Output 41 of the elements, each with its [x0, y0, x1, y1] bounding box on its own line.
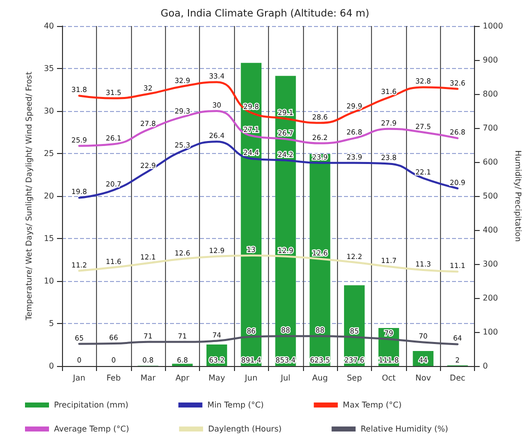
- x-tick-label: Jul: [280, 374, 290, 382]
- x-tick-label: Apr: [175, 374, 190, 382]
- y2-tick-label: 1000: [482, 22, 504, 30]
- x-tick-label: Sep: [346, 374, 362, 382]
- y-axis-title: Temperature/ Wet Days/ Sunlight/ Daylight/ Wind Speed/ Frost: [24, 72, 34, 322]
- y2-tick-label: 200: [482, 294, 498, 302]
- y2-tick-label: 700: [482, 124, 498, 132]
- x-tick-label: Nov: [415, 374, 432, 382]
- y-tick-label: 30: [44, 106, 54, 116]
- y2-tick-label: 600: [482, 158, 498, 166]
- y2-tick-label: 0: [482, 362, 488, 370]
- x-tick-label: Aug: [312, 374, 328, 382]
- x-tick-label: Oct: [382, 374, 396, 382]
- legend-label: Max Temp (°C): [342, 400, 402, 410]
- legend-label: Average Temp (°C): [54, 424, 130, 434]
- legend-label: Min Temp (°C): [207, 400, 264, 410]
- y-tick-label: 40: [44, 22, 54, 30]
- y-tick-label: 5: [48, 319, 54, 328]
- y-tick-label: 25: [44, 149, 54, 158]
- y2-axis-title: Humidity/ Precipitation: [514, 150, 522, 242]
- y2-tick-label: 100: [482, 328, 498, 336]
- x-tick-label: Dec: [450, 374, 466, 382]
- legend-label: Daylength (Hours): [208, 424, 282, 434]
- y2-tick-label: 900: [482, 56, 498, 64]
- y2-tick-label: 800: [482, 90, 498, 98]
- y-tick-label: 10: [44, 276, 54, 286]
- y-tick-label: 20: [44, 192, 54, 200]
- y-tick-label: 15: [44, 234, 54, 243]
- chart-title: Goa, India Climate Graph (Altitude: 64 m): [160, 8, 370, 20]
- y2-tick-label: 300: [482, 260, 498, 268]
- y2-tick-label: 500: [482, 192, 498, 200]
- y-tick-label: 35: [44, 64, 54, 73]
- x-tick-label: Jan: [72, 374, 86, 382]
- y2-tick-label: 400: [482, 226, 498, 234]
- legend-label: Relative Humidity (%): [360, 424, 448, 434]
- y-tick-label: 0: [48, 362, 54, 370]
- x-tick-label: May: [208, 374, 226, 382]
- legend-label: Precipitation (mm): [54, 400, 128, 410]
- x-tick-label: Feb: [106, 374, 121, 382]
- x-tick-label: Jun: [244, 374, 258, 382]
- x-tick-label: Mar: [140, 374, 156, 382]
